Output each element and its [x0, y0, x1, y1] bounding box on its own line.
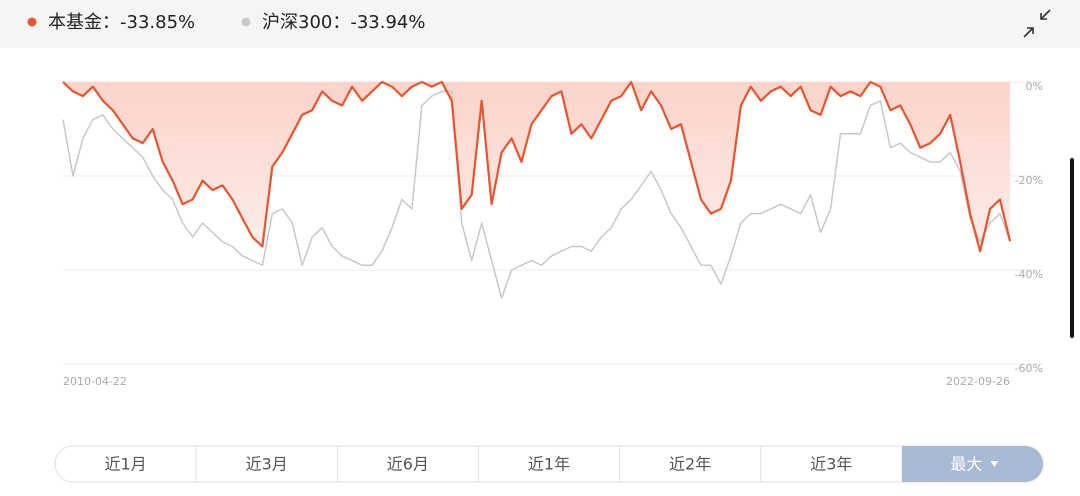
y-tick-label: 0% — [1026, 80, 1043, 93]
x-tick-label: 2022-09-26 — [946, 375, 1010, 388]
range-button[interactable]: 近3月 — [246, 455, 288, 474]
y-tick-label: -40% — [1015, 268, 1043, 281]
dropdown-arrow — [990, 461, 999, 467]
x-tick-label: 2010-04-22 — [63, 375, 127, 388]
legend-dot — [241, 17, 251, 27]
legend-dot — [27, 17, 37, 27]
range-button[interactable]: 近6月 — [387, 455, 429, 474]
y-tick-label: -20% — [1015, 174, 1043, 187]
range-button[interactable]: 近1月 — [104, 455, 146, 474]
range-button[interactable]: 近1年 — [528, 455, 570, 474]
series-line — [62, 80, 1012, 253]
legend-label: 沪深300：-33.94% — [262, 12, 426, 33]
header-bar — [0, 0, 1080, 48]
range-button[interactable]: 近3年 — [810, 455, 852, 474]
series-line — [62, 90, 1011, 299]
scrollbar — [1070, 158, 1074, 338]
legend-label: 本基金：-33.85% — [48, 12, 195, 33]
range-selected-bg — [901, 446, 1043, 482]
y-tick-label: -60% — [1015, 362, 1043, 375]
range-button[interactable]: 最大 — [950, 455, 982, 474]
collapse-icon[interactable] — [1023, 9, 1051, 38]
range-button[interactable]: 近2年 — [669, 455, 711, 474]
